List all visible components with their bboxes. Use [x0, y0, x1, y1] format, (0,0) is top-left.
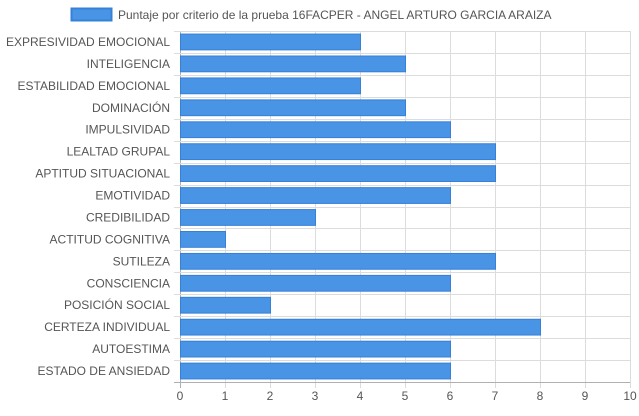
bar[interactable]: [180, 274, 451, 292]
bar[interactable]: [180, 318, 541, 336]
bar[interactable]: [180, 231, 226, 248]
x-tick-label: 3: [312, 389, 319, 403]
x-tick-label: 8: [537, 389, 544, 403]
legend-swatch[interactable]: [70, 7, 113, 22]
x-tick-label: 0: [177, 389, 184, 403]
legend[interactable]: Puntaje por criterio de la prueba 16FACP…: [70, 7, 552, 22]
category-label: ESTABILIDAD EMOCIONAL: [18, 79, 171, 93]
bar[interactable]: [180, 209, 316, 226]
category-label: SUTILEZA: [113, 254, 170, 268]
y-axis-labels: EXPRESIVIDAD EMOCIONAL INTELIGENCIA ESTABI…: [6, 35, 170, 378]
bar[interactable]: [180, 340, 451, 358]
bar[interactable]: [180, 143, 496, 161]
bar[interactable]: [180, 99, 406, 117]
bar[interactable]: [180, 362, 451, 380]
x-axis-tick-labels: 0 1 2 3 4 5 6 7 8 9 10: [177, 389, 637, 403]
bar[interactable]: [180, 55, 406, 73]
bar[interactable]: [180, 165, 496, 182]
x-tick-label: 5: [402, 389, 409, 403]
category-label: LEALTAD GRUPAL: [67, 145, 171, 159]
bar[interactable]: [180, 33, 361, 51]
category-label: AUTOESTIMA: [92, 342, 170, 356]
category-label: ACTITUD COGNITIVA: [50, 232, 170, 246]
bar[interactable]: [180, 187, 451, 204]
x-tick-label: 2: [267, 389, 274, 403]
category-label: CERTEZA INDIVIDUAL: [44, 320, 170, 334]
x-tick-label: 4: [357, 389, 364, 403]
bar[interactable]: [180, 296, 271, 314]
category-label: APTITUD SITUACIONAL: [35, 167, 170, 181]
x-tick-label: 7: [492, 389, 499, 403]
legend-label[interactable]: Puntaje por criterio de la prueba 16FACP…: [118, 8, 552, 22]
category-label: INTELIGENCIA: [87, 57, 170, 71]
bar[interactable]: [180, 121, 451, 139]
category-label: EXPRESIVIDAD EMOCIONAL: [6, 35, 170, 49]
grid-lines: [174, 31, 631, 388]
category-label: POSICIÓN SOCIAL: [64, 297, 170, 312]
x-tick-label: 6: [447, 389, 454, 403]
bar[interactable]: [180, 252, 496, 270]
category-label: CONSCIENCIA: [87, 276, 170, 290]
category-label: ESTADO DE ANSIEDAD: [38, 364, 171, 378]
x-tick-label: 9: [582, 389, 589, 403]
x-tick-label: 1: [222, 389, 229, 403]
category-label: DOMINACIÓN: [92, 100, 170, 115]
category-label: EMOTIVIDAD: [95, 189, 170, 203]
bar[interactable]: [180, 77, 361, 95]
x-tick-label: 10: [623, 389, 637, 403]
bars: [180, 33, 541, 380]
category-label: IMPULSIVIDAD: [85, 123, 170, 137]
category-label: CREDIBILIDAD: [86, 210, 170, 224]
